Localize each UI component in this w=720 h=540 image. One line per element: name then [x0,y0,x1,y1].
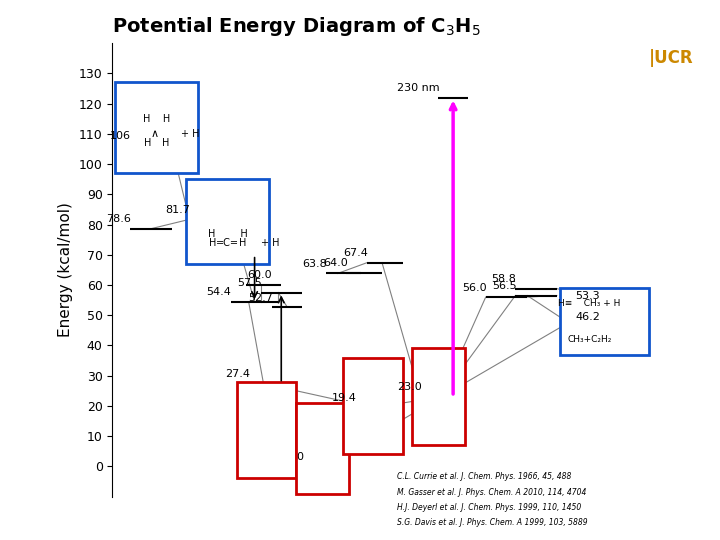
Text: + H: + H [181,129,199,139]
Text: 19.4: 19.4 [332,393,356,403]
Text: S.G. Davis et al. J. Phys. Chem. A 1999, 103, 5889: S.G. Davis et al. J. Phys. Chem. A 1999,… [397,518,588,526]
Text: 56.0: 56.0 [462,282,487,293]
Text: H: H [144,138,152,148]
Text: H    H: H H [143,114,171,124]
Text: 23.0: 23.0 [397,382,422,392]
Text: 63.8: 63.8 [302,259,327,269]
FancyBboxPatch shape [186,179,269,264]
FancyBboxPatch shape [296,403,349,494]
Text: 54.4: 54.4 [206,287,231,298]
Text: |UCR: |UCR [649,49,693,67]
Text: H≡    CH₃ + H: H≡ CH₃ + H [558,299,621,308]
Text: H: H [162,138,169,148]
Text: Potential Energy Diagram of C$_3$H$_5$: Potential Energy Diagram of C$_3$H$_5$ [112,15,481,38]
FancyBboxPatch shape [412,348,465,445]
Text: 60.0: 60.0 [247,271,271,280]
Text: H.J. Deyerl et al. J. Chem. Phys. 1999, 110, 1450: H.J. Deyerl et al. J. Chem. Phys. 1999, … [397,503,581,511]
Text: + H: + H [261,238,279,248]
Text: H        H: H H [208,228,248,239]
Text: 46.2: 46.2 [576,312,600,322]
FancyBboxPatch shape [237,382,296,478]
Text: ∧: ∧ [151,129,163,139]
Text: =C=: =C= [217,238,240,248]
Text: 64.0: 64.0 [323,258,348,268]
Text: CH₃+C₂H₂: CH₃+C₂H₂ [567,335,611,344]
Text: 27.4: 27.4 [225,369,250,379]
FancyBboxPatch shape [560,288,649,354]
Text: 53.3: 53.3 [575,291,600,301]
Text: H: H [239,238,246,248]
Text: M. Gasser et al. J. Phys. Chem. A 2010, 114, 4704: M. Gasser et al. J. Phys. Chem. A 2010, … [397,488,586,496]
Text: 0: 0 [296,452,303,462]
Text: 56.5: 56.5 [492,281,516,291]
Y-axis label: Energy (kcal/mol): Energy (kcal/mol) [58,202,73,338]
Text: 58.8: 58.8 [492,274,516,284]
Text: C.L. Currie et al. J. Chem. Phys. 1966, 45, 488: C.L. Currie et al. J. Chem. Phys. 1966, … [397,472,571,482]
Text: 78.6: 78.6 [107,214,131,224]
Text: 81.7: 81.7 [166,205,191,215]
Text: 106: 106 [110,131,131,141]
Text: 57.5: 57.5 [237,278,261,288]
Text: 230 nm: 230 nm [397,83,439,93]
Text: 67.4: 67.4 [343,248,369,258]
FancyBboxPatch shape [343,357,402,454]
Text: 52.7: 52.7 [248,293,274,302]
Text: H: H [210,238,217,248]
FancyBboxPatch shape [115,83,198,173]
